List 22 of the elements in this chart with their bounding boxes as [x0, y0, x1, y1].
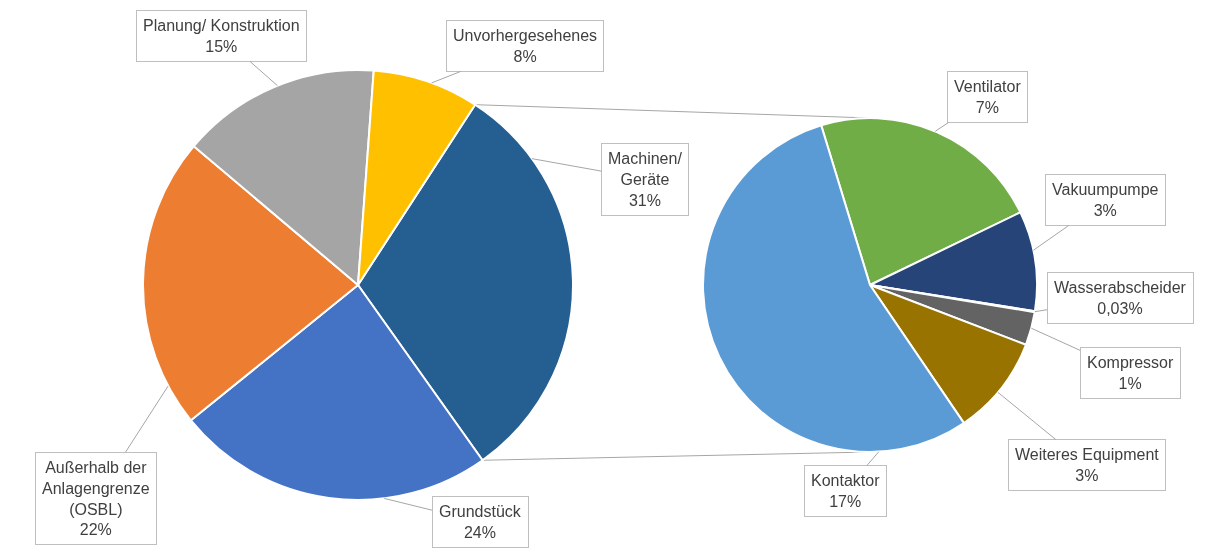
- slice-label: Wasserabscheider: [1054, 279, 1187, 296]
- data-label: 1%: [1118, 374, 1142, 392]
- slice-label: Grundstück: [439, 503, 522, 520]
- data-label: 17%: [829, 492, 862, 510]
- slice-label: Weiteres Equipment: [1015, 446, 1160, 463]
- data-label: 3%: [1093, 201, 1117, 219]
- slice-label: Kompressor: [1087, 354, 1174, 371]
- slice-label: Kontaktor: [811, 472, 881, 489]
- data-label: 22%: [79, 521, 112, 539]
- slice-label: Planung/ Konstruktion: [143, 17, 300, 34]
- slice-label: Vakuumpumpe: [1052, 181, 1159, 198]
- data-label: 3%: [1075, 466, 1099, 484]
- slice-label: Ventilator: [954, 78, 1022, 95]
- slice-label: Unvorhergesehenes: [453, 27, 598, 44]
- data-label: 0,03%: [1097, 299, 1143, 317]
- data-label: 15%: [205, 37, 238, 55]
- data-label: 31%: [628, 191, 661, 209]
- data-label: 8%: [513, 47, 537, 65]
- slice-label: Machinen/ Geräte: [608, 150, 683, 188]
- data-label: 7%: [975, 98, 999, 116]
- slice-label: Außerhalb der Anlagengrenze (OSBL): [42, 459, 150, 518]
- data-label: 24%: [463, 523, 496, 541]
